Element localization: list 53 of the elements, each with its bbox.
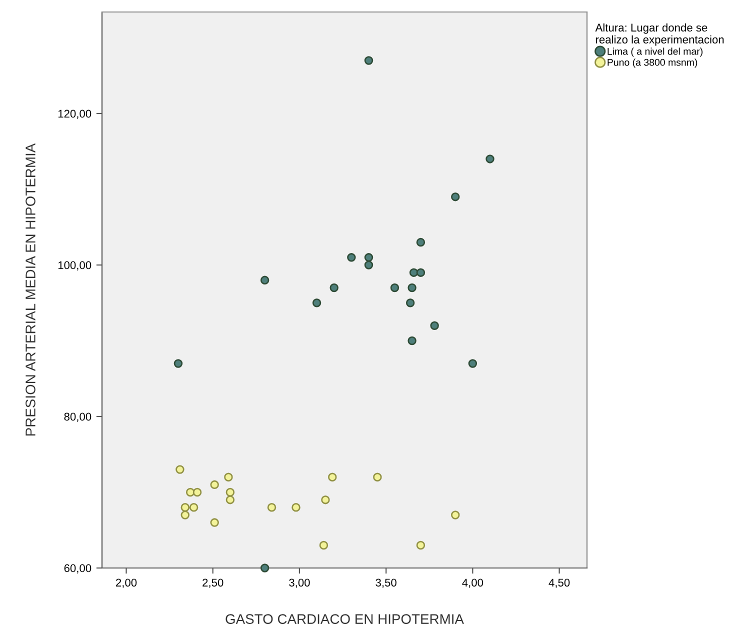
point [416, 238, 426, 247]
point [186, 488, 195, 497]
point [319, 540, 328, 550]
point [174, 359, 183, 368]
point [373, 472, 382, 482]
point [468, 359, 478, 368]
x-tick-label: 3,50 [376, 578, 396, 588]
point [292, 503, 300, 512]
point [226, 495, 235, 504]
point [430, 321, 439, 330]
legend-label: Puno (a 3800 msnm) [608, 58, 698, 68]
point [330, 283, 338, 292]
point [260, 276, 270, 285]
point [312, 298, 322, 308]
point [408, 336, 416, 346]
x-tick-label: 4,50 [548, 578, 570, 588]
point [189, 503, 198, 512]
x-tick-label: 3,00 [289, 578, 310, 588]
point [364, 56, 374, 65]
point [328, 472, 337, 482]
legend-label: Lima ( a nivel del mar) [608, 48, 702, 57]
legend-title: Altura: Lugar donde se realizo la experimentacion [595, 23, 724, 46]
point [176, 465, 184, 474]
point [210, 518, 219, 527]
point [224, 472, 233, 482]
point [364, 260, 374, 270]
point [267, 503, 276, 512]
point [486, 154, 494, 164]
point [260, 564, 270, 572]
point [450, 510, 460, 520]
point [180, 503, 190, 512]
y-tick-label: 60,00 [64, 564, 92, 574]
point [406, 298, 415, 308]
point [210, 480, 219, 490]
point [408, 283, 416, 292]
point [390, 283, 400, 292]
point [450, 192, 460, 202]
point [321, 495, 330, 504]
y-tick-label: 100,00 [58, 261, 92, 270]
x-tick-label: 2,50 [202, 578, 224, 588]
point [416, 268, 426, 277]
point [347, 253, 356, 262]
y-tick-label: 120,00 [58, 110, 92, 119]
x-axis-title: GASTO CARDIACO EN HIPOTERMIA [226, 614, 464, 624]
point [416, 540, 426, 550]
x-tick-label: 2,00 [116, 578, 137, 588]
point [226, 488, 235, 497]
y-tick-label: 80,00 [64, 412, 92, 422]
point [192, 488, 202, 497]
point [364, 253, 374, 262]
x-tick-label: 4,00 [462, 578, 484, 588]
point [180, 510, 190, 520]
y-axis-title: PRESION ARTERIAL MEDIA EN HIPOTERMIA [26, 143, 36, 436]
